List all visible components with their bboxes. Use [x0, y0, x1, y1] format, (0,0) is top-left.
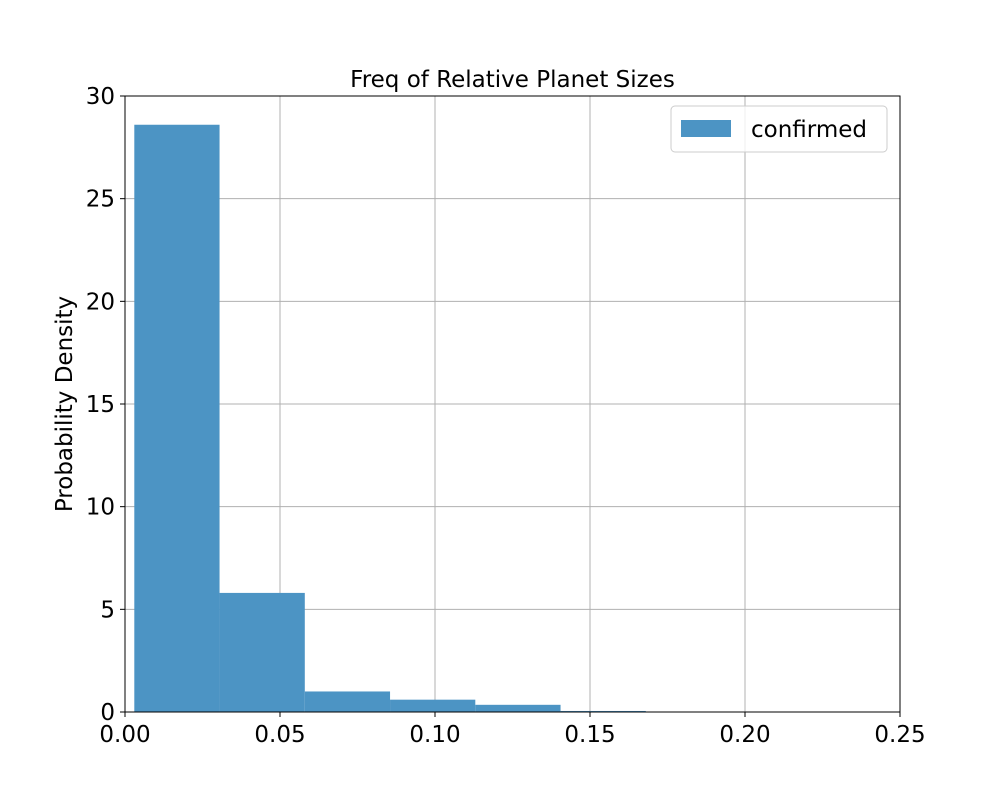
x-tick-label: 0.25: [874, 722, 925, 748]
x-tick-label: 0.10: [409, 722, 460, 748]
x-tick-label: 0.05: [254, 722, 305, 748]
histogram-bar: [560, 710, 646, 712]
y-tick-label: 15: [86, 392, 115, 418]
y-tick-label: 30: [86, 84, 115, 110]
x-tick-label: 0.15: [564, 722, 615, 748]
y-axis-label: Probability Density: [52, 296, 78, 512]
x-tick-label: 0.00: [99, 722, 150, 748]
legend-swatch: [681, 120, 731, 137]
histogram-bar: [304, 691, 391, 712]
histogram-bar: [475, 704, 561, 712]
legend: confirmed: [670, 105, 888, 153]
y-tick-label: 25: [86, 187, 115, 213]
chart-title: Freq of Relative Planet Sizes: [350, 67, 675, 93]
legend-box: [670, 105, 888, 153]
y-tick-label: 20: [86, 289, 115, 315]
y-tick-label: 10: [86, 495, 115, 521]
ticks-layer: 0.00 0.05 0.10 0.15 0.20 0.25 0 5 10 15 20 25 30: [86, 84, 926, 748]
histogram-bar: [390, 699, 476, 712]
bars-layer: [134, 124, 646, 713]
legend-label: confirmed: [751, 117, 867, 143]
histogram-bar: [219, 592, 305, 712]
y-tick-label: 5: [100, 597, 115, 623]
x-tick-label: 0.20: [719, 722, 770, 748]
y-tick-label: 0: [100, 700, 115, 726]
histogram-bar: [134, 124, 220, 713]
